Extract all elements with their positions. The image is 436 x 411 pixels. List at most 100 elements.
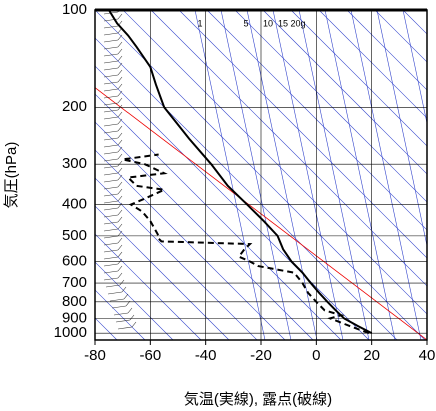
mixing-line	[376, 10, 427, 248]
wind-barb	[103, 158, 119, 162]
wind-barb	[103, 53, 119, 57]
wind-barb	[117, 216, 123, 223]
adiabat-line	[206, 10, 427, 231]
wind-barb	[117, 326, 133, 330]
wind-barb	[103, 214, 119, 218]
y-axis-label: 気圧(hPa)	[3, 142, 20, 209]
wind-barb	[103, 249, 119, 253]
x-tick-label: 40	[419, 347, 436, 364]
wind-barb	[103, 221, 119, 225]
wind-barb	[117, 132, 123, 139]
wind-barb	[103, 186, 119, 190]
wind-barb	[103, 235, 119, 239]
y-tick-label: 700	[62, 274, 87, 291]
wind-barb	[117, 230, 123, 237]
wind-barb	[103, 193, 119, 197]
wind-barb	[117, 13, 123, 20]
x-tick-label: -60	[139, 347, 161, 364]
dewpoint-line	[122, 153, 370, 335]
adiabat-line	[346, 10, 427, 91]
wind-barb	[117, 83, 123, 90]
y-tick-label: 200	[62, 98, 87, 115]
wind-barb	[117, 34, 123, 41]
wind-barb	[103, 60, 119, 64]
y-tick-label: 900	[62, 309, 87, 326]
adiabat-line	[95, 205, 230, 340]
wind-barb	[117, 181, 123, 188]
wind-barb	[117, 111, 123, 118]
wind-barb	[117, 90, 123, 97]
wind-barb	[117, 174, 123, 181]
wind-barb	[103, 109, 119, 113]
mixing-line	[194, 10, 266, 340]
adiabat-line	[402, 10, 427, 35]
wind-barb	[117, 118, 123, 125]
wind-barb	[103, 165, 119, 169]
mixing-line	[324, 10, 396, 340]
y-tick-label: 600	[62, 252, 87, 269]
wind-barb	[117, 209, 123, 216]
wind-barb	[103, 88, 119, 92]
wind-barb	[103, 263, 119, 267]
y-tick-label: 100	[62, 1, 87, 18]
wind-barb	[117, 97, 123, 104]
adiabat-line	[95, 93, 342, 340]
adiabat-line	[262, 10, 427, 175]
wind-barb	[111, 305, 127, 309]
adiabat-line	[122, 10, 427, 315]
wind-barb	[117, 265, 123, 272]
wind-barb	[107, 291, 123, 295]
x-tick-label: -80	[84, 347, 106, 364]
mixing-line	[402, 10, 427, 125]
x-axis-label: 気温(実線), 露点(破線)	[184, 391, 332, 408]
adiabat-line	[290, 10, 427, 147]
y-tick-label: 800	[62, 293, 87, 310]
wind-barb	[117, 41, 123, 48]
wind-barb	[117, 244, 123, 251]
wind-barb	[117, 251, 123, 258]
wind-barb	[103, 151, 119, 155]
adiabat-line	[178, 10, 427, 259]
y-tick-label: 1000	[54, 324, 87, 341]
wind-barb	[103, 74, 119, 78]
adiabat-line	[95, 177, 258, 340]
mixing-ratio-label: 1	[197, 18, 202, 28]
mixing-line	[298, 10, 370, 340]
wind-barb	[117, 160, 123, 167]
wind-barb	[123, 293, 129, 300]
wind-barb	[103, 277, 119, 281]
wind-barb	[103, 46, 119, 50]
mixing-ratio-label: 10	[263, 18, 273, 28]
wind-barb	[119, 279, 125, 286]
wind-barb	[117, 202, 123, 209]
mixing-line	[220, 10, 292, 340]
wind-barb	[103, 32, 119, 36]
temperature-line	[107, 10, 373, 335]
profiles	[107, 10, 373, 335]
wind-barb	[103, 116, 119, 120]
wind-barb	[131, 321, 137, 328]
wind-barb	[103, 81, 119, 85]
wind-barb	[105, 284, 121, 288]
adiabat-line	[318, 10, 427, 119]
x-tick-label: -20	[250, 347, 272, 364]
wind-barb	[117, 146, 123, 153]
wind-barb	[127, 307, 133, 314]
mixing-line	[272, 10, 344, 340]
wind-barb	[117, 153, 123, 160]
adiabat-line	[234, 10, 427, 203]
mixing-line	[429, 10, 436, 340]
adiabat-line	[95, 65, 370, 340]
wind-barb	[115, 319, 131, 323]
mixing-ratio-label: 5	[243, 18, 248, 28]
wind-barb	[129, 314, 135, 321]
wind-barb	[103, 67, 119, 71]
x-tick-label: 20	[363, 347, 380, 364]
adiabat-line	[95, 233, 202, 340]
wind-barb	[103, 95, 119, 99]
wind-barb	[103, 256, 119, 260]
wind-barb	[103, 102, 119, 106]
wind-barb	[117, 237, 123, 244]
wind-barb	[103, 179, 119, 183]
wind-barb	[117, 188, 123, 195]
